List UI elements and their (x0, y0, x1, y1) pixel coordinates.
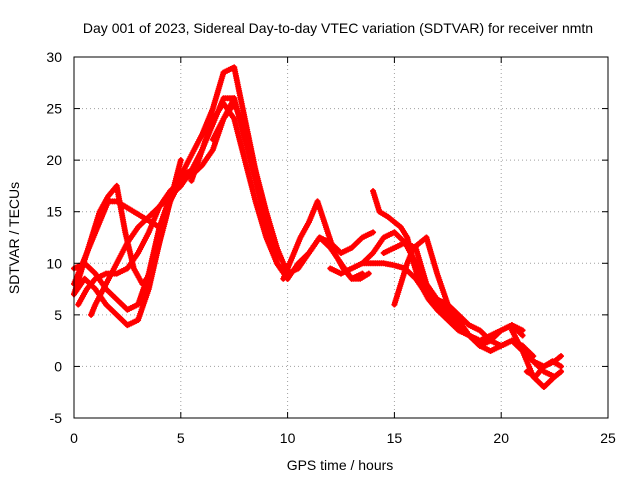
y-tick-label: 10 (46, 255, 62, 271)
chart-title: Day 001 of 2023, Sidereal Day-to-day VTE… (83, 20, 593, 36)
data-point (519, 327, 526, 334)
series-sat-8 (209, 100, 377, 277)
y-tick-label: 20 (46, 152, 62, 168)
x-tick-label: 5 (177, 430, 185, 446)
y-tick-label: 30 (46, 49, 62, 65)
x-tick-label: 0 (70, 430, 78, 446)
data-point (231, 95, 238, 102)
x-tick-label: 10 (280, 430, 296, 446)
data-point (177, 157, 184, 164)
y-tick-label: 25 (46, 101, 62, 117)
y-tick-label: 0 (54, 358, 62, 374)
plot-frame (73, 56, 609, 419)
data-point (558, 368, 565, 375)
data-point (365, 270, 372, 277)
x-tick-label: 15 (387, 430, 403, 446)
y-axis-label: SDTVAR / TECUs (6, 182, 22, 294)
x-tick-label: 25 (600, 430, 616, 446)
series-sat-18 (519, 342, 565, 380)
x-tick-label: 20 (493, 430, 509, 446)
data-point (370, 229, 377, 236)
series-sat-6 (88, 95, 238, 318)
data-point (558, 363, 565, 370)
data-point (558, 353, 565, 360)
data-point (519, 332, 526, 339)
chart-data-marks (71, 64, 565, 391)
y-tick-label: 15 (46, 204, 62, 220)
axis-ticks: 0 5 10 15 20 25 -5 0 5 10 15 20 25 30 (46, 49, 616, 446)
y-tick-label: 5 (54, 307, 62, 323)
x-axis-label: GPS time / hours (287, 457, 394, 473)
y-tick-label: -5 (50, 410, 63, 426)
